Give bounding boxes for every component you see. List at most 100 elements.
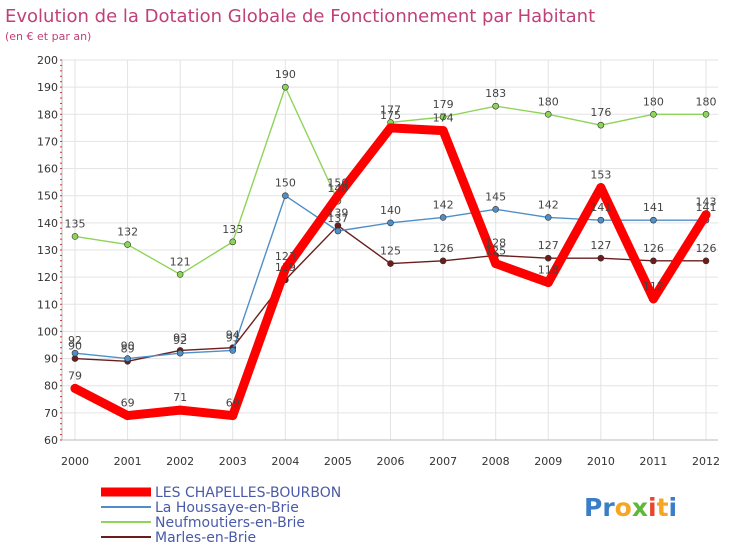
- data-label-neufmoutiers-en-brie-2007: 179: [433, 98, 454, 111]
- point-neufmoutiers-en-brie-2009: [544, 110, 552, 118]
- y-tick-label-190: 190: [37, 81, 58, 94]
- point-neufmoutiers-en-brie-2010: [597, 121, 605, 129]
- point-les-chapelles-bourbon-2000: [70, 383, 80, 393]
- logo-letter: x: [632, 493, 648, 522]
- data-label-les-chapelles-bourbon-2000: 79: [68, 369, 82, 382]
- data-label-la-houssaye-en-brie-2000: 92: [68, 334, 82, 347]
- data-label-neufmoutiers-en-brie-2005: 148: [327, 182, 348, 195]
- point-les-chapelles-bourbon-2009: [543, 278, 553, 288]
- point-marles-en-brie-2007: [439, 257, 447, 265]
- point-neufmoutiers-en-brie-2003: [229, 238, 237, 246]
- y-tick-label-130: 130: [37, 244, 58, 257]
- data-label-neufmoutiers-en-brie-2012: 180: [696, 95, 717, 108]
- data-label-les-chapelles-bourbon-2012: 143: [696, 196, 717, 209]
- point-la-houssaye-en-brie-2003: [229, 347, 237, 354]
- point-la-houssaye-en-brie-2009: [544, 214, 552, 221]
- point-les-chapelles-bourbon-2005: [333, 191, 343, 201]
- y-tick-label-120: 120: [37, 271, 58, 284]
- y-tick-label-180: 180: [37, 108, 58, 121]
- data-label-marles-en-brie-2000: 90: [68, 340, 82, 353]
- x-tick-label-2003: 2003: [219, 455, 247, 468]
- data-label-les-chapelles-bourbon-2007: 174: [433, 112, 454, 125]
- point-marles-en-brie-2009: [544, 254, 552, 262]
- x-tick-label-2004: 2004: [271, 455, 299, 468]
- x-tick-label-2000: 2000: [61, 455, 89, 468]
- x-tick-label-2006: 2006: [377, 455, 405, 468]
- data-label-marles-en-brie-2006: 125: [380, 245, 401, 258]
- data-label-la-houssaye-en-brie-2012: 141: [696, 201, 717, 214]
- y-tick-label-70: 70: [44, 407, 58, 420]
- y-tick-label-60: 60: [44, 434, 58, 447]
- point-la-houssaye-en-brie-2002: [176, 349, 184, 357]
- data-label-la-houssaye-en-brie-2008: 145: [485, 190, 506, 203]
- data-label-neufmoutiers-en-brie-2008: 183: [485, 87, 506, 100]
- data-label-les-chapelles-bourbon-2006: 175: [380, 109, 401, 122]
- gridlines: [62, 59, 718, 441]
- point-les-chapelles-bourbon-2006: [386, 123, 395, 133]
- chart-title: Evolution de la Dotation Globale de Fonc…: [5, 6, 595, 27]
- y-tick-label-80: 80: [44, 380, 58, 393]
- data-label-marles-en-brie-2001: 89: [121, 342, 135, 355]
- point-la-houssaye-en-brie-2010: [597, 216, 605, 224]
- point-la-houssaye-en-brie-2006: [387, 219, 394, 227]
- point-la-houssaye-en-brie-2008: [492, 205, 499, 213]
- point-marles-en-brie-2011: [650, 257, 657, 265]
- data-label-les-chapelles-bourbon-2003: 69: [226, 397, 240, 410]
- data-label-la-houssaye-en-brie-2001: 90: [121, 340, 135, 353]
- point-les-chapelles-bourbon-2007: [438, 126, 448, 136]
- proxiti-logo: Proxiti: [584, 493, 677, 522]
- data-label-la-houssaye-en-brie-2010: 141: [590, 201, 611, 214]
- logo-letter: i: [648, 493, 657, 522]
- data-label-marles-en-brie-2007: 126: [433, 242, 454, 255]
- point-la-houssaye-en-brie-2001: [124, 355, 131, 362]
- data-label-marles-en-brie-2003: 94: [226, 329, 240, 342]
- data-label-marles-en-brie-2009: 127: [538, 239, 559, 252]
- point-la-houssaye-en-brie-2005: [334, 227, 342, 235]
- data-label-les-chapelles-bourbon-2005: 150: [327, 177, 348, 190]
- data-label-neufmoutiers-en-brie-2000: 135: [65, 217, 86, 230]
- data-label-neufmoutiers-en-brie-2002: 121: [170, 255, 191, 268]
- y-tick-label-140: 140: [37, 217, 58, 230]
- logo-letter: P: [584, 493, 602, 522]
- point-neufmoutiers-en-brie-2012: [702, 110, 710, 118]
- legend-label-la-houssaye-en-brie: La Houssaye-en-Brie: [155, 500, 299, 516]
- x-tick-label-2012: 2012: [692, 455, 720, 468]
- point-neufmoutiers-en-brie-2004: [282, 83, 289, 91]
- y-tick-label-110: 110: [37, 298, 58, 311]
- x-tick-label-2010: 2010: [587, 455, 615, 468]
- point-la-houssaye-en-brie-2007: [439, 214, 447, 221]
- data-label-les-chapelles-bourbon-2011: 112: [643, 280, 664, 293]
- data-label-les-chapelles-bourbon-2002: 71: [173, 391, 187, 404]
- data-label-marles-en-brie-2005: 139: [327, 207, 348, 220]
- legend-label-neufmoutiers-en-brie: Neufmoutiers-en-Brie: [155, 515, 305, 531]
- data-label-marles-en-brie-2012: 126: [696, 242, 717, 255]
- y-tick-label-150: 150: [37, 190, 58, 203]
- data-label-marles-en-brie-2011: 126: [643, 242, 664, 255]
- data-label-marles-en-brie-2010: 127: [590, 239, 611, 252]
- point-marles-en-brie-2012: [702, 257, 710, 265]
- x-tick-label-2007: 2007: [429, 455, 457, 468]
- y-tick-label-90: 90: [44, 353, 58, 366]
- logo-letter: o: [615, 493, 632, 522]
- logo-letter: r: [602, 493, 615, 522]
- data-label-les-chapelles-bourbon-2008: 125: [485, 245, 506, 258]
- point-la-houssaye-en-brie-2000: [71, 349, 79, 357]
- point-neufmoutiers-en-brie-2000: [71, 233, 79, 240]
- point-marles-en-brie-2010: [597, 254, 605, 262]
- data-label-la-houssaye-en-brie-2006: 140: [380, 204, 401, 217]
- point-la-houssaye-en-brie-2011: [650, 216, 657, 224]
- legend-label-marles-en-brie: Marles-en-Brie: [155, 530, 256, 546]
- data-label-les-chapelles-bourbon-2010: 153: [590, 169, 611, 182]
- data-label-marles-en-brie-2008: 128: [485, 236, 506, 249]
- x-tick-label-2002: 2002: [166, 455, 194, 468]
- logo-letter: i: [669, 493, 678, 522]
- chart-subtitle: (en € et par an): [5, 30, 91, 43]
- point-marles-en-brie-2000: [71, 355, 79, 362]
- x-tick-label-2005: 2005: [324, 455, 352, 468]
- data-label-la-houssaye-en-brie-2011: 141: [643, 201, 664, 214]
- data-label-neufmoutiers-en-brie-2001: 132: [117, 226, 138, 239]
- logo-letter: t: [657, 493, 669, 522]
